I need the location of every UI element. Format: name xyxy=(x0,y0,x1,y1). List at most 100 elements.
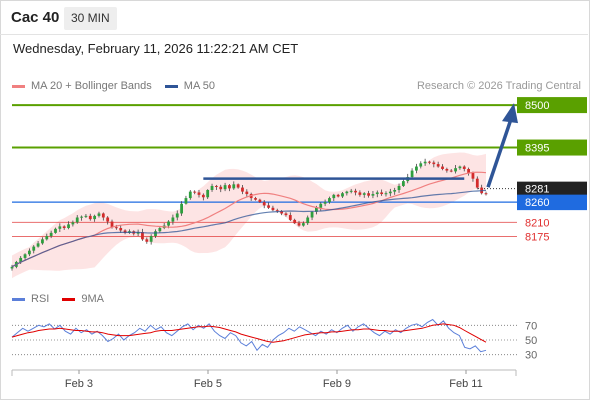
candle-body xyxy=(441,166,444,169)
x-axis-layer: Feb 3 Feb 5 Feb 9 Feb 11 xyxy=(11,369,517,390)
candle-body xyxy=(84,215,88,217)
legend-item-9ma: 9MA xyxy=(62,293,104,305)
candle-body xyxy=(36,243,40,247)
candle-body xyxy=(310,211,314,218)
legend-swatch-9ma xyxy=(62,297,76,301)
candle-body xyxy=(428,161,431,163)
candle-body xyxy=(323,202,327,204)
candle-body xyxy=(41,239,44,244)
x-tick-label-Feb-5: Feb 5 xyxy=(194,378,222,390)
candle-body xyxy=(184,198,188,204)
x-tick-label-Feb-9: Feb 9 xyxy=(323,378,351,390)
candle-body xyxy=(332,194,336,199)
candle-body xyxy=(27,250,31,255)
candle-body xyxy=(267,205,270,208)
candle-body xyxy=(32,246,36,251)
candle-body xyxy=(423,161,427,164)
candle-body xyxy=(419,163,423,167)
forecast-arrow-head xyxy=(502,103,518,124)
candle-body xyxy=(114,227,118,229)
level-label-8175: 8175 xyxy=(525,232,549,244)
candle-body xyxy=(467,168,471,174)
legend-label-9ma: 9MA xyxy=(81,293,104,305)
candle-body xyxy=(110,221,114,228)
candles-layer xyxy=(10,158,488,271)
candle-body xyxy=(141,232,144,240)
candle-body xyxy=(367,193,370,196)
candle-body xyxy=(62,226,66,229)
candle-body xyxy=(410,170,414,178)
research-credit: Research © 2026 Trading Central xyxy=(416,80,581,92)
candle-body xyxy=(101,213,105,218)
candle-body xyxy=(219,186,223,190)
candle-body xyxy=(106,217,110,222)
candle-body xyxy=(19,257,23,262)
candle-body xyxy=(210,185,214,190)
candle-body xyxy=(349,190,353,192)
candle-body xyxy=(393,190,397,192)
candle-body xyxy=(341,193,344,197)
candle-body xyxy=(328,198,331,203)
rsi-9ma-line xyxy=(11,323,487,343)
level-label-8210: 8210 xyxy=(525,217,549,229)
candle-body xyxy=(67,224,70,229)
level-label-8260: 8260 xyxy=(525,197,549,209)
candle-body xyxy=(97,213,101,216)
legend-item-ma20: MA 20 + Bollinger Bands xyxy=(12,80,152,92)
candle-body xyxy=(275,210,279,212)
level-tag-8395 xyxy=(517,139,587,156)
legend-label-ma20: MA 20 + Bollinger Bands xyxy=(31,80,152,92)
candle-body xyxy=(241,187,244,192)
candle-body xyxy=(432,162,436,165)
interval-selector[interactable]: 30 MIN xyxy=(64,7,117,30)
candle-body xyxy=(236,184,240,188)
current-price-label: 8281 xyxy=(525,184,549,196)
candle-body xyxy=(388,191,392,194)
legend-item-ma50: MA 50 xyxy=(164,80,215,92)
candle-body xyxy=(280,211,284,214)
candle-body xyxy=(358,192,362,195)
candle-body xyxy=(223,185,227,190)
ma50-line xyxy=(11,189,487,268)
level-label-8500: 8500 xyxy=(525,100,549,112)
rsi-tick-label-70: 70 xyxy=(525,320,537,332)
candle-body xyxy=(214,185,218,187)
candle-body xyxy=(384,193,388,195)
candle-body xyxy=(271,207,275,211)
level-tag-8260 xyxy=(517,194,587,211)
candle-body xyxy=(301,223,305,226)
candle-body xyxy=(336,194,340,197)
candle-body xyxy=(462,166,466,169)
candle-body xyxy=(449,170,453,172)
current-price-tag xyxy=(517,181,587,195)
candle-body xyxy=(145,239,149,242)
candle-body xyxy=(288,215,292,220)
candle-body xyxy=(319,203,323,208)
candle-body xyxy=(23,254,27,258)
candle-body xyxy=(371,194,375,196)
rsi-tick-label-50: 50 xyxy=(525,335,537,347)
candle-body xyxy=(167,221,170,226)
candle-body xyxy=(197,192,201,195)
rsi-layer: 30 50 70 xyxy=(11,318,537,362)
candle-body xyxy=(201,194,205,198)
candle-body xyxy=(119,228,123,231)
candle-body xyxy=(380,192,384,195)
level-label-8395: 8395 xyxy=(525,143,549,155)
candle-body xyxy=(180,203,183,214)
legend-label-ma50: MA 50 xyxy=(183,80,215,92)
candle-body xyxy=(458,166,462,169)
candle-body xyxy=(293,219,297,224)
candle-body xyxy=(475,178,479,188)
candle-body xyxy=(123,230,127,233)
candle-body xyxy=(171,217,175,222)
candle-body xyxy=(315,207,318,212)
timestamp: Wednesday, February 11, 2026 11:22:21 AM… xyxy=(13,41,299,56)
candle-body xyxy=(254,198,257,200)
candle-body xyxy=(93,215,97,220)
candle-body xyxy=(436,164,440,167)
candle-body xyxy=(88,215,92,220)
candle-body xyxy=(284,213,288,216)
legend-item-rsi: RSI xyxy=(12,293,49,305)
